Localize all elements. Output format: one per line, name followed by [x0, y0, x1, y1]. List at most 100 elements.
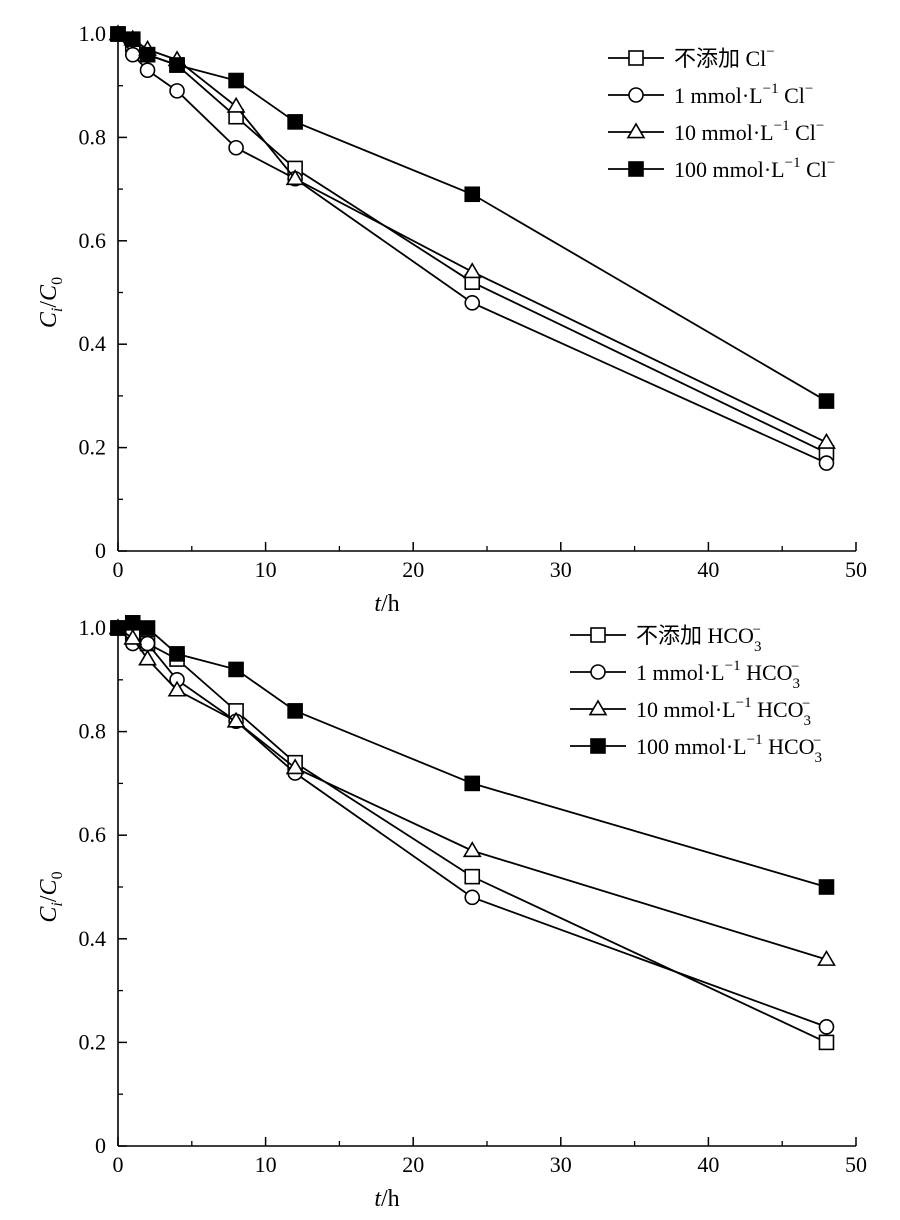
y-tick-label: 0.2: [79, 435, 107, 460]
series-line: [117, 627, 827, 1044]
legend-entry: 10 mmol·L−1 Cl−: [608, 118, 824, 145]
x-axis-label: t/h: [374, 591, 399, 617]
chart-panel-bicarbonate: 0 10 20 30 40 50 0 0.2 0.4 0.6 0.8 1.0 t/h Ci/C0 不添加 H…: [36, 615, 867, 1212]
data-point: [818, 1019, 835, 1035]
y-tick-label: 0.4: [79, 926, 107, 951]
data-point: [817, 949, 836, 966]
data-point: [124, 615, 141, 631]
y-tick-label: 1.0: [79, 21, 107, 46]
data-point: [464, 889, 481, 906]
legend-entry: 不添加 HCO3−: [570, 622, 761, 655]
x-tick-label: 0: [113, 557, 124, 582]
legend-marker: [628, 161, 644, 177]
data-point: [110, 620, 126, 636]
legend: 不添加 Cl− 1 mmol·L−1 Cl− 10 mmol·L−1 Cl− 100 …: [608, 44, 835, 182]
series-4: [110, 26, 835, 409]
legend-label: 不添加 Cl−: [674, 44, 775, 71]
legend-entry: 1 mmol·L−1 HCO3−: [570, 658, 800, 692]
legend-entry: 不添加 Cl−: [608, 44, 775, 71]
data-point: [464, 186, 481, 203]
legend-label: 100 mmol·L−1 Cl−: [674, 155, 835, 182]
data-point: [464, 868, 481, 885]
data-point: [139, 620, 156, 636]
data-point: [124, 46, 141, 63]
x-tick-label: 40: [697, 557, 719, 582]
x-tick-label: 30: [550, 1152, 572, 1177]
x-tick-label: 20: [402, 1152, 424, 1177]
data-point: [169, 83, 185, 99]
data-point: [462, 262, 482, 279]
x-tick-label: 40: [697, 1152, 719, 1177]
data-point: [123, 628, 143, 645]
data-point: [285, 169, 305, 186]
legend-marker: [590, 627, 606, 643]
series-1: [110, 620, 835, 1051]
series-line: [117, 627, 827, 1028]
y-axis-label: Ci/C0: [36, 277, 66, 328]
data-point: [226, 96, 246, 113]
legend-label: 1 mmol·L−1 HCO3−: [636, 658, 800, 692]
legend-entry: 100 mmol·L−1 Cl−: [608, 155, 835, 182]
data-point: [139, 46, 156, 63]
data-point: [287, 703, 303, 719]
legend-label: 100 mmol·L−1 HCO3−: [636, 732, 822, 766]
data-point: [287, 114, 303, 130]
legend-label: 1 mmol·L−1 Cl−: [674, 81, 813, 108]
x-tick-label: 20: [402, 557, 424, 582]
y-tick-label: 0.4: [79, 331, 107, 356]
legend-entry: 10 mmol·L−1 HCO3−: [570, 695, 811, 729]
x-tick-label: 30: [550, 557, 572, 582]
legend-entry: 100 mmol·L−1 HCO3−: [570, 732, 822, 766]
data-point: [124, 31, 141, 47]
data-point: [139, 62, 156, 78]
legend-label: 不添加 HCO3−: [636, 622, 761, 655]
legend: 不添加 HCO3−1 mmol·L−1 HCO3−10 mmol·L−1 HCO…: [570, 622, 822, 766]
y-tick-label: 0.2: [79, 1029, 107, 1054]
data-point: [228, 661, 244, 678]
legend-marker: [590, 738, 606, 754]
x-tick-label: 0: [113, 1152, 124, 1177]
legend-label: 10 mmol·L−1 HCO3−: [636, 695, 811, 729]
legend-entry: 1 mmol·L−1 Cl−: [608, 81, 813, 108]
x-tick-label: 50: [845, 557, 867, 582]
data-point: [817, 432, 836, 449]
x-tick-label: 10: [255, 1152, 277, 1177]
y-tick-label: 0.8: [79, 124, 107, 149]
data-point: [818, 455, 835, 471]
data-point: [818, 1034, 835, 1051]
legend-label: 10 mmol·L−1 Cl−: [674, 118, 824, 145]
data-point: [464, 295, 481, 311]
y-tick-label: 1.0: [79, 615, 107, 640]
data-point: [169, 57, 185, 73]
data-point: [167, 680, 187, 697]
series-3: [108, 618, 836, 966]
y-tick-label: 0.8: [79, 719, 107, 744]
data-point: [818, 879, 835, 895]
data-point: [138, 649, 157, 666]
y-axis-label: Ci/C0: [36, 871, 66, 922]
legend-marker: [626, 122, 646, 139]
legend-marker: [590, 664, 606, 680]
chart-panel-chloride: 0 10 20 30 40 50 0 0.2 0.4 0.6 0.8 1.0 t/h Ci/C0 不添加 C…: [36, 21, 867, 617]
data-point: [226, 711, 246, 728]
legend-marker: [628, 87, 644, 103]
y-tick-label: 0: [95, 538, 106, 563]
series-4: [110, 615, 835, 895]
data-point: [228, 139, 244, 156]
y-tick-label: 0.6: [79, 822, 107, 847]
x-tick-label: 10: [255, 557, 277, 582]
data-point: [464, 775, 481, 792]
y-tick-label: 0.6: [79, 228, 107, 253]
series-2: [110, 620, 835, 1035]
data-point: [285, 758, 305, 775]
legend-marker: [588, 699, 608, 716]
x-tick-label: 50: [845, 1152, 867, 1177]
data-point: [818, 393, 835, 409]
x-axis-label: t/h: [374, 1186, 399, 1212]
data-point: [139, 635, 156, 652]
y-tick-label: 0: [95, 1133, 106, 1158]
data-point: [228, 72, 244, 89]
data-point: [462, 841, 482, 858]
legend-marker: [628, 50, 644, 66]
